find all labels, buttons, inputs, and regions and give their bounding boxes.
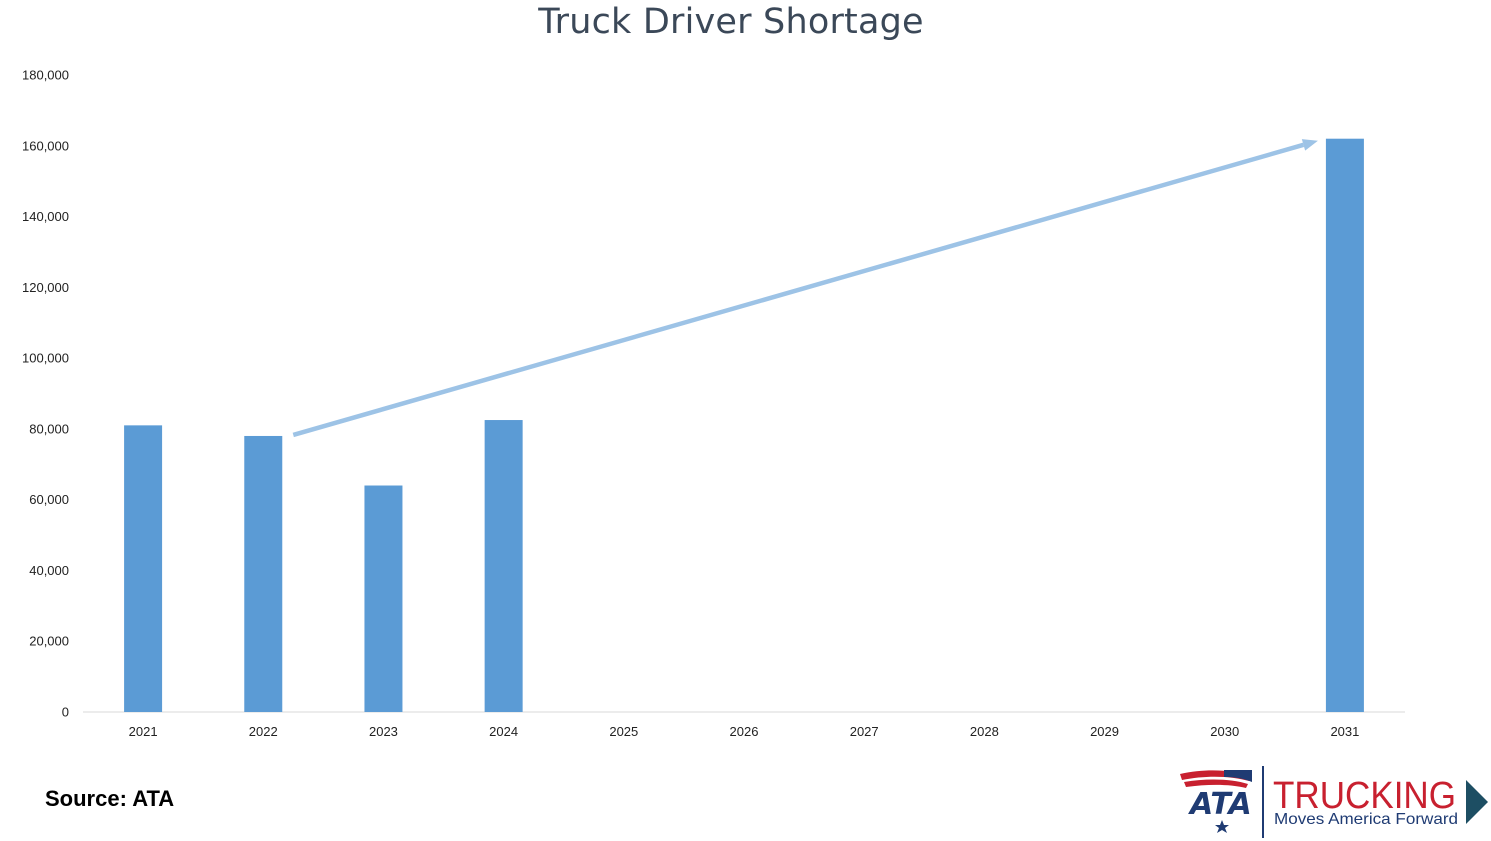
bar-2023 [364, 485, 403, 712]
y-tick-label: 20,000 [29, 634, 69, 649]
y-tick-label: 60,000 [29, 492, 69, 507]
y-tick-label: 120,000 [22, 280, 69, 295]
bar-2021 [124, 425, 163, 712]
x-tick-label: 2027 [850, 724, 879, 739]
play-triangle-icon [1466, 780, 1488, 824]
x-tick-label: 2025 [609, 724, 638, 739]
trend-arrow-line [292, 142, 1305, 438]
y-tick-label: 0 [62, 705, 69, 720]
y-tick-label: 140,000 [22, 209, 69, 224]
x-tick-label: 2021 [129, 724, 158, 739]
y-tick-label: 180,000 [22, 68, 69, 83]
x-tick-label: 2026 [730, 724, 759, 739]
x-tick-label: 2022 [249, 724, 278, 739]
chart-title: Truck Driver Shortage [538, 2, 924, 42]
bar-2031 [1325, 138, 1364, 712]
bar-chart: 0 20,000 40,000 60,000 80,000 100,000 120,000 1… [22, 68, 1405, 739]
ata-trucking-logo: ATA TRUCKING Moves America Forward [1180, 766, 1488, 838]
y-tick-label: 40,000 [29, 563, 69, 578]
x-tick-label: 2028 [970, 724, 999, 739]
trend-arrow-head [1301, 139, 1318, 151]
x-tick-label: 2029 [1090, 724, 1119, 739]
y-tick-label: 80,000 [29, 421, 69, 436]
bars [124, 138, 1364, 712]
ata-text: ATA [1188, 787, 1252, 822]
x-tick-label: 2031 [1330, 724, 1359, 739]
trucking-text: TRUCKING [1273, 775, 1456, 817]
y-axis-ticks: 0 20,000 40,000 60,000 80,000 100,000 120,000 1… [22, 68, 69, 720]
x-tick-label: 2030 [1210, 724, 1239, 739]
x-tick-label: 2024 [489, 724, 518, 739]
bar-2022 [244, 435, 283, 712]
logo-tagline: Moves America Forward [1274, 811, 1458, 828]
x-axis-ticks: 2021 2022 2023 2024 2025 2026 2027 2028 2029 2030… [129, 724, 1360, 739]
source-note: Source: ATA [45, 786, 175, 811]
trend-arrow [292, 139, 1318, 438]
bar-2024 [484, 420, 523, 712]
x-tick-label: 2023 [369, 724, 398, 739]
y-tick-label: 100,000 [22, 351, 69, 366]
y-tick-label: 160,000 [22, 138, 69, 153]
